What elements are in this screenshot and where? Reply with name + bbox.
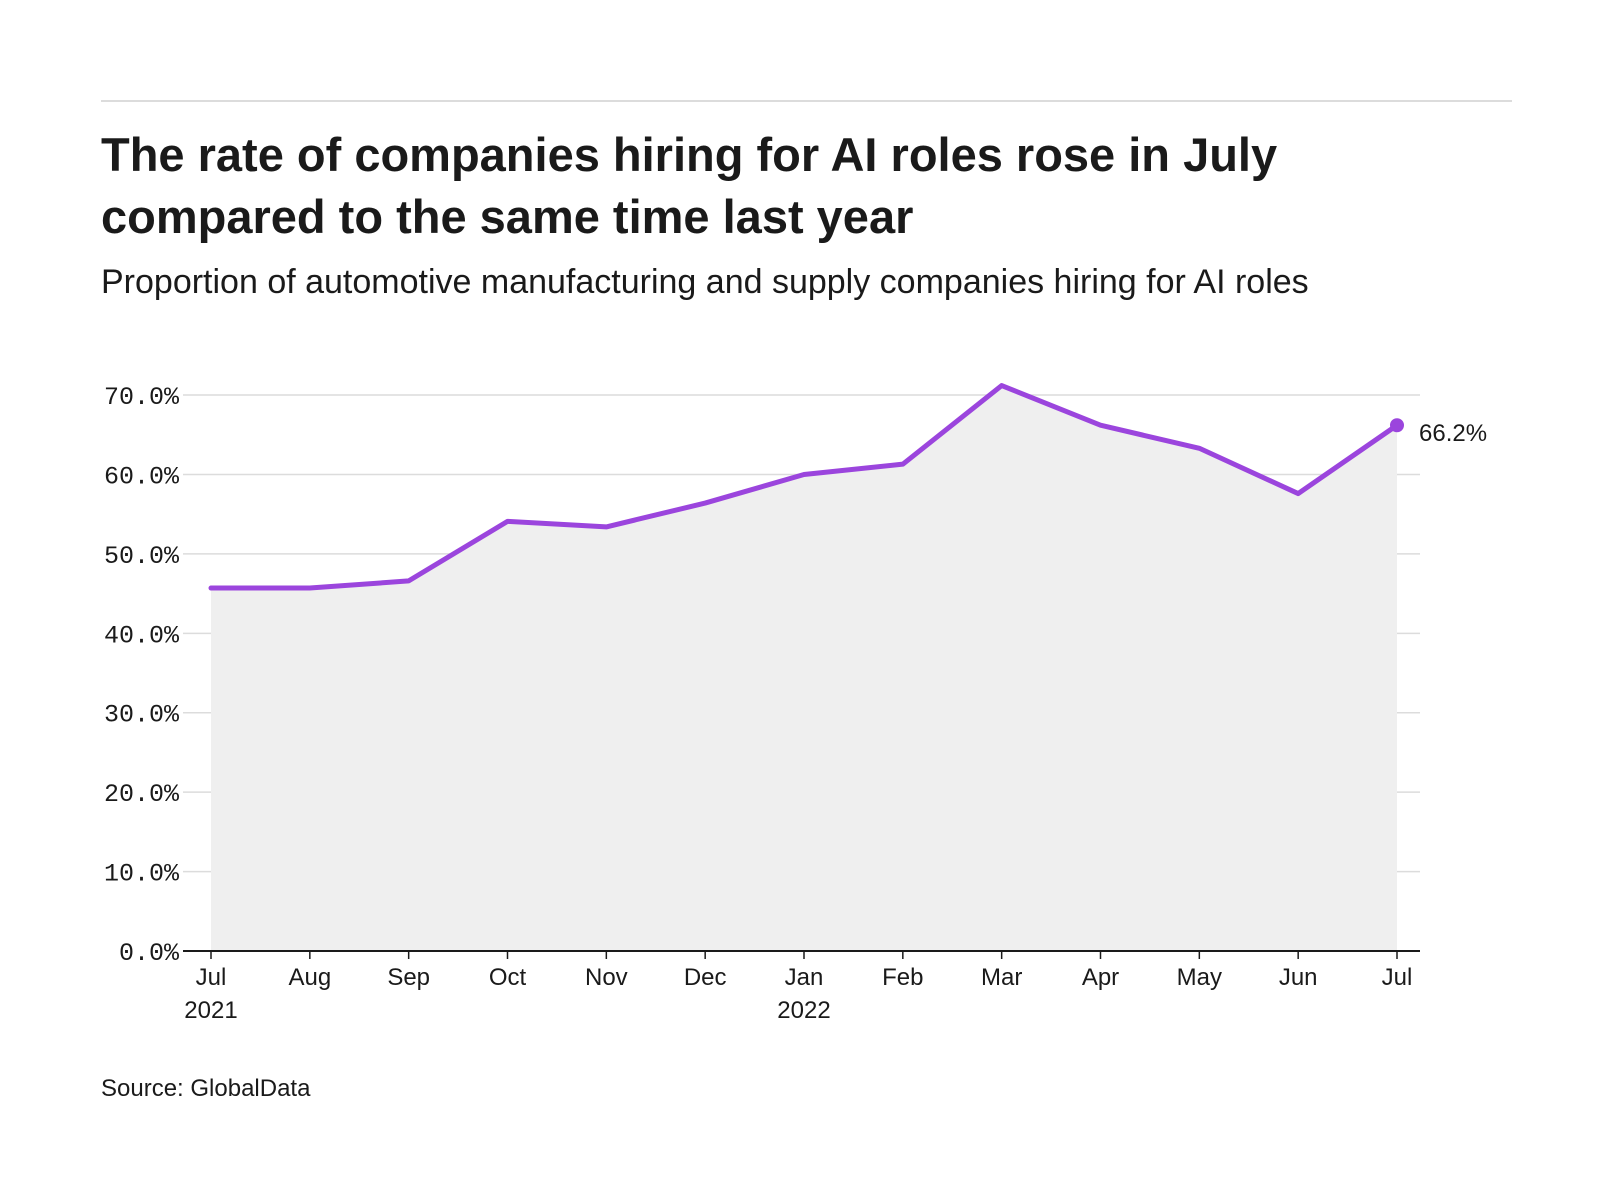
y-tick-label: 60.0%	[104, 462, 180, 491]
x-tick-label: Oct	[489, 964, 527, 991]
y-tick-label: 50.0%	[104, 542, 180, 571]
y-tick-label: 10.0%	[104, 860, 180, 889]
x-tick-label: Jul	[1382, 964, 1413, 991]
x-tick-label: Aug	[288, 964, 331, 991]
x-year-label: 2022	[777, 997, 830, 1024]
x-tick-label: Sep	[387, 964, 430, 991]
x-tick-label: Jan	[785, 964, 824, 991]
x-tick-label: Nov	[585, 964, 628, 991]
y-tick-label: 0.0%	[119, 939, 180, 968]
chart-subtitle: Proportion of automotive manufacturing a…	[101, 263, 1309, 301]
x-tick-label: Feb	[882, 964, 923, 991]
area-fill	[211, 385, 1397, 951]
x-tick-label: Apr	[1082, 964, 1119, 991]
x-tick-label: Jun	[1279, 964, 1318, 991]
y-tick-label: 20.0%	[104, 780, 180, 809]
x-tick-label: Dec	[684, 964, 727, 991]
y-tick-label: 70.0%	[104, 383, 180, 412]
y-tick-label: 40.0%	[104, 621, 180, 650]
chart-title: The rate of companies hiring for AI role…	[101, 128, 1278, 243]
y-tick-label: 30.0%	[104, 701, 180, 730]
x-tick-label: Jul	[196, 964, 227, 991]
x-tick-label: May	[1177, 964, 1222, 991]
source-note: Source: GlobalData	[101, 1075, 311, 1102]
end-value-label: 66.2%	[1419, 420, 1487, 447]
x-year-label: 2021	[184, 997, 237, 1024]
x-tick-label: Mar	[981, 964, 1022, 991]
top-rule	[101, 100, 1512, 102]
end-point	[1390, 418, 1404, 433]
series-line	[208, 383, 1400, 591]
